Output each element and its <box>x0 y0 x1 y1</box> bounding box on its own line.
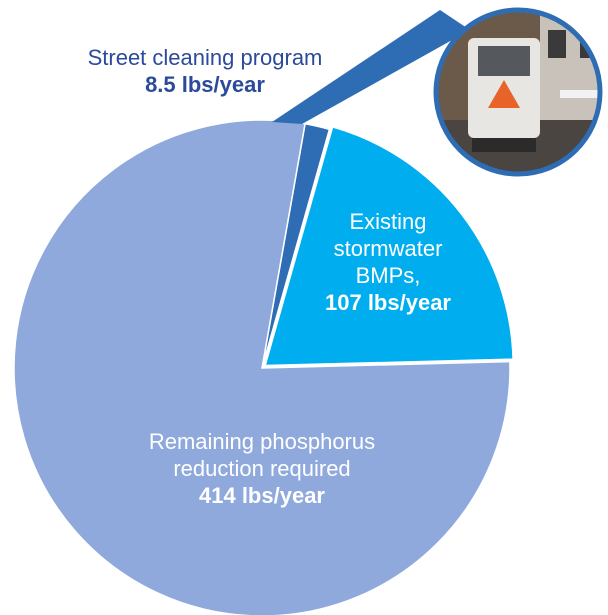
pie <box>14 120 513 615</box>
category-label: Remaining phosphorus reduction required <box>149 429 375 481</box>
value-label: 8.5 lbs/year <box>45 71 365 98</box>
slice-label: Remaining phosphorus reduction required … <box>117 428 407 509</box>
value-label: 414 lbs/year <box>117 482 407 509</box>
slice-label: Existing stormwater BMPs, 107 lbs/year <box>313 208 463 316</box>
category-label: Existing stormwater BMPs, <box>334 209 443 288</box>
slice-label: Street cleaning program 8.5 lbs/year <box>45 44 365 98</box>
page: Street cleaning program 8.5 lbs/year Exi… <box>0 0 608 615</box>
category-label: Street cleaning program <box>88 45 323 70</box>
value-label: 107 lbs/year <box>313 289 463 316</box>
